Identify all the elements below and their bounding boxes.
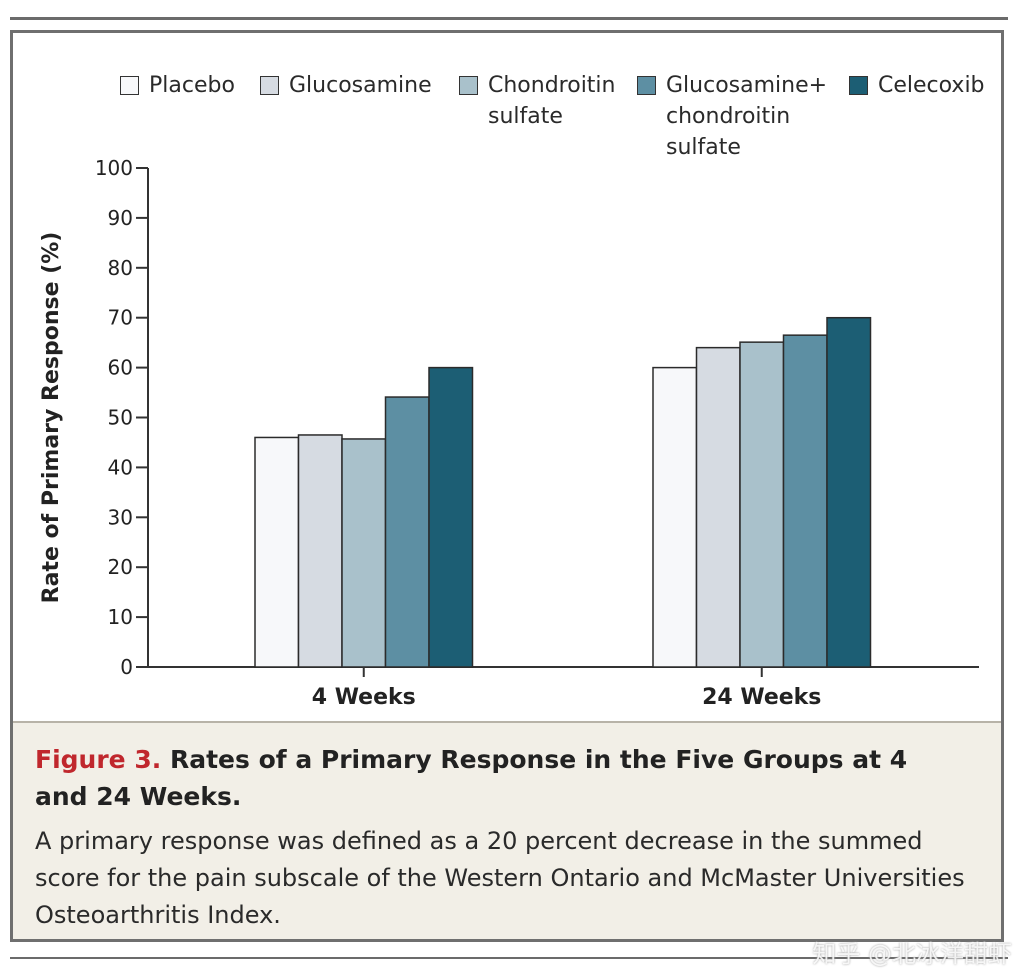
legend-item-chondroitin: Chondroitin sulfate [459,70,616,132]
legend-item-placebo: Placebo [120,70,235,101]
figure-frame: Placebo Glucosamine Chondroitin sulfate … [10,30,1004,942]
y-tick-label: 50 [108,406,133,430]
y-axis-title: Rate of Primary Response (%) [39,232,64,604]
y-tick-label: 0 [120,655,133,679]
x-tick-label: 24 Weeks [702,685,821,710]
legend-label-placebo: Placebo [149,73,235,98]
bar-0-1 [297,434,343,668]
top-rule [10,17,1008,20]
legend-label-glucosamine: Glucosamine [289,73,432,98]
chart-legend: Placebo Glucosamine Chondroitin sulfate … [13,33,1001,193]
figure-caption: Figure 3. Rates of a Primary Response in… [13,721,1001,939]
y-tick-label: 60 [108,356,133,380]
y-tick-label: 20 [108,555,133,579]
bar-1-0 [652,366,698,668]
y-tick-label: 90 [108,206,133,230]
legend-item-glucosamine: Glucosamine [260,70,432,101]
bar-0-2 [341,438,387,668]
y-tick-label: 10 [108,605,133,629]
legend-label-celecoxib: Celecoxib [878,73,985,98]
bar-0-3 [384,396,430,668]
legend-label-combination: Glucosamine+ chondroitin sulfate [666,73,828,160]
caption-title-block: Figure 3. Rates of a Primary Response in… [35,741,935,815]
bar-1-2 [739,341,785,668]
y-tick-label: 40 [108,455,133,479]
bar-1-4 [826,316,872,668]
bar-0-4 [428,366,474,668]
caption-title: Rates of a Primary Response in the Five … [35,745,908,811]
y-tick-label: 80 [108,256,133,280]
legend-swatch-combination [637,76,656,95]
legend-item-combination: Glucosamine+ chondroitin sulfate [637,70,827,163]
legend-label-chondroitin: Chondroitin sulfate [488,73,616,129]
x-tick-label: 4 Weeks [312,685,416,710]
bar-1-3 [782,334,828,668]
bar-chart: 0 10 20 30 40 50 60 70 80 90 100 Rate of Primary Re… [39,156,979,710]
bottom-rule [10,957,1008,959]
y-tick-label: 100 [95,156,133,180]
figure-label: Figure 3. [35,745,162,774]
y-tick-label: 30 [108,505,133,529]
y-tick-label: 70 [108,306,133,330]
bar-1-1 [695,346,741,668]
legend-item-celecoxib: Celecoxib [849,70,985,101]
legend-swatch-celecoxib [849,76,868,95]
legend-swatch-glucosamine [260,76,279,95]
bar-0-0 [254,436,300,668]
caption-body: A primary response was defined as a 20 p… [35,827,965,929]
legend-swatch-placebo [120,76,139,95]
watermark: 知乎 @北冰洋甜虾 [812,940,1012,968]
legend-swatch-chondroitin [459,76,478,95]
